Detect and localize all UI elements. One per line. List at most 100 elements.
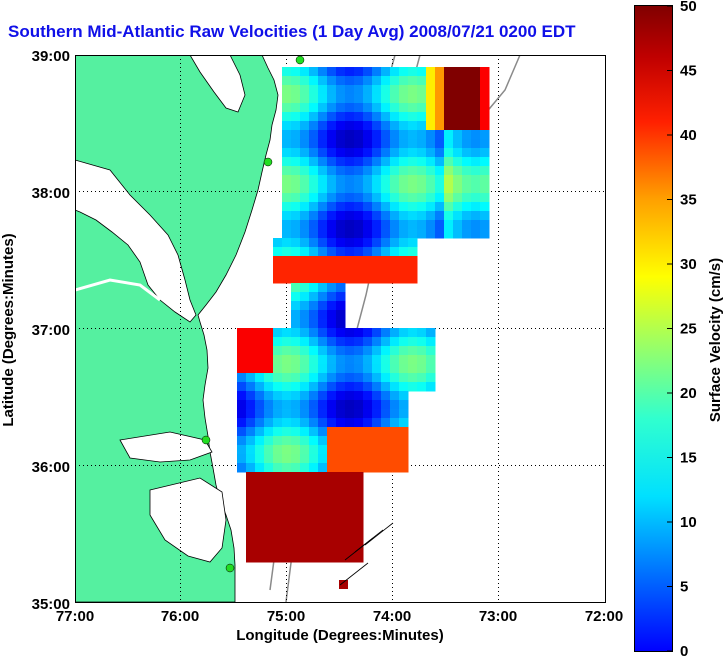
velocity-cell [291, 274, 301, 284]
velocity-cell [372, 346, 382, 356]
velocity-cell [435, 175, 445, 185]
velocity-cell [318, 418, 328, 428]
velocity-cell [345, 148, 355, 158]
velocity-cell [444, 148, 454, 158]
velocity-cell [318, 238, 328, 248]
velocity-cell [372, 193, 382, 203]
velocity-cell [255, 391, 265, 401]
velocity-cell [300, 490, 310, 500]
velocity-cell [354, 535, 364, 545]
velocity-cell [336, 499, 346, 509]
velocity-cell [255, 427, 265, 437]
velocity-cell [237, 436, 247, 446]
velocity-cell [309, 103, 319, 113]
velocity-cell [408, 184, 418, 194]
velocity-cell [291, 301, 301, 311]
velocity-cell [390, 166, 400, 176]
velocity-cell [381, 103, 391, 113]
velocity-cell [381, 265, 391, 275]
velocity-cell [336, 265, 346, 275]
hf-radar-station[interactable] [225, 563, 235, 573]
velocity-cell [282, 391, 292, 401]
hf-radar-station[interactable] [263, 157, 273, 167]
velocity-cell [408, 157, 418, 167]
velocity-cell [318, 535, 328, 545]
velocity-cell [327, 112, 337, 122]
velocity-cell [291, 238, 301, 248]
velocity-cell [336, 85, 346, 95]
velocity-cell [399, 175, 409, 185]
velocity-cell [309, 301, 319, 311]
velocity-cell [264, 463, 274, 473]
velocity-cell [273, 436, 283, 446]
velocity-cell [291, 292, 301, 302]
velocity-cell [435, 67, 445, 77]
velocity-cell [255, 409, 265, 419]
velocity-cell [291, 499, 301, 509]
velocity-cell [345, 193, 355, 203]
velocity-cell [345, 535, 355, 545]
velocity-cell [309, 445, 319, 455]
velocity-cell [264, 553, 274, 563]
velocity-cell [480, 229, 490, 239]
velocity-cell [318, 409, 328, 419]
velocity-cell [354, 238, 364, 248]
velocity-cell [363, 175, 373, 185]
velocity-cell [255, 400, 265, 410]
velocity-cell [291, 337, 301, 347]
velocity-cell [453, 139, 463, 149]
velocity-cell [399, 112, 409, 122]
hf-radar-station[interactable] [295, 55, 305, 65]
velocity-cell [354, 157, 364, 167]
velocity-cell [372, 166, 382, 176]
velocity-cell [462, 112, 472, 122]
velocity-cell [363, 364, 373, 374]
velocity-cell [309, 130, 319, 140]
velocity-cell [426, 382, 436, 392]
velocity-cell [399, 157, 409, 167]
velocity-cell [372, 175, 382, 185]
velocity-cell [381, 364, 391, 374]
velocity-cell [336, 274, 346, 284]
velocity-cell [300, 544, 310, 554]
velocity-vector [354, 529, 384, 553]
velocity-cell [318, 283, 328, 293]
velocity-cell [417, 103, 427, 113]
velocity-cell [372, 121, 382, 131]
velocity-cell [309, 148, 319, 158]
velocity-cell [444, 220, 454, 230]
colorbar-tick-label: 40 [680, 127, 697, 144]
velocity-cell [264, 328, 274, 338]
velocity-cell [327, 508, 337, 518]
hf-radar-station[interactable] [201, 435, 211, 445]
velocity-cell [255, 436, 265, 446]
velocity-cell [399, 409, 409, 419]
velocity-cell [273, 247, 283, 257]
velocity-cell [417, 94, 427, 104]
velocity-cell [309, 463, 319, 473]
velocity-cell [390, 157, 400, 167]
velocity-cell [273, 481, 283, 491]
velocity-cell [309, 337, 319, 347]
velocity-cell [417, 157, 427, 167]
velocity-cell [345, 364, 355, 374]
velocity-cell [318, 454, 328, 464]
velocity-cell [480, 202, 490, 212]
velocity-cell [480, 157, 490, 167]
velocity-cell [363, 463, 373, 473]
velocity-cell [390, 337, 400, 347]
velocity-cell [291, 148, 301, 158]
velocity-cell [426, 184, 436, 194]
velocity-cell [408, 112, 418, 122]
velocity-cell [327, 454, 337, 464]
velocity-cell [345, 103, 355, 113]
velocity-cell [318, 427, 328, 437]
velocity-cell [399, 76, 409, 86]
velocity-cell [399, 229, 409, 239]
velocity-cell [264, 508, 274, 518]
velocity-cell [336, 472, 346, 482]
velocity-cell [291, 175, 301, 185]
velocity-cell [309, 292, 319, 302]
velocity-cell [390, 265, 400, 275]
velocity-cell [300, 76, 310, 86]
